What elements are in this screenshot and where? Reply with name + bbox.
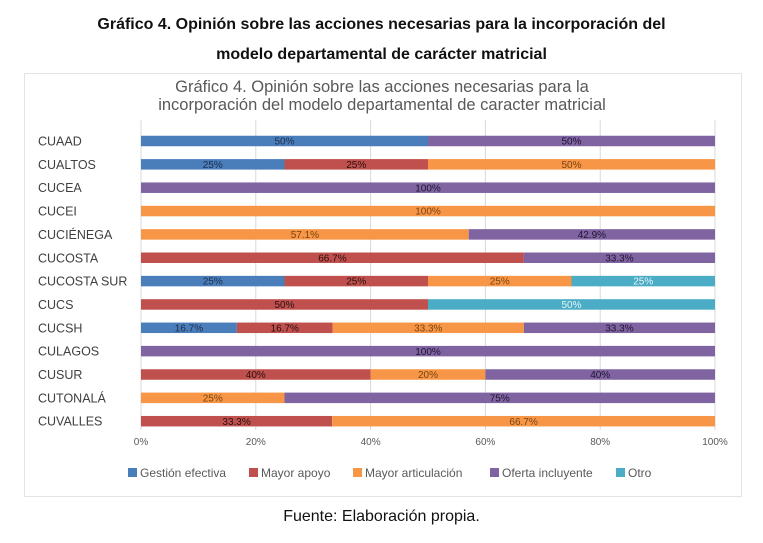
bar-segment	[284, 392, 715, 404]
x-tick-labels: 0% 20% 40% 60% 80% 100%	[134, 437, 728, 448]
data-label: 20%	[418, 370, 438, 381]
bar-segment	[141, 205, 715, 217]
data-label: 25%	[203, 277, 223, 288]
bar-segment	[428, 275, 572, 287]
bar-segment	[428, 299, 715, 310]
legend-label: Gestión efectiva	[140, 466, 226, 480]
bar-segment	[468, 229, 715, 240]
bar-segment	[370, 369, 486, 380]
category-labels: CUAAD CUALTOS CUCEA CUCEI CUCIÉNEGA CUCOSTA CU…	[38, 135, 127, 429]
legend-swatch	[353, 468, 362, 477]
data-label: 100%	[415, 207, 441, 218]
data-label: 66.7%	[509, 417, 537, 428]
chart-title-line-1: Gráfico 4. Opinión sobre las acciones ne…	[175, 78, 589, 96]
bar-segment	[141, 135, 428, 147]
category-label: CUCEI	[38, 205, 77, 219]
document-title: Gráfico 4. Opinión sobre las acciones ne…	[0, 10, 763, 70]
category-label: CUCSH	[38, 321, 82, 335]
legend-label: Mayor apoyo	[261, 466, 331, 480]
data-label: 25%	[346, 160, 366, 171]
data-label: 25%	[203, 160, 223, 171]
category-label: CUCEA	[38, 181, 82, 195]
bar-segment	[141, 252, 524, 263]
data-label: 57.1%	[291, 230, 319, 241]
bar-segment	[141, 299, 428, 310]
legend-swatch	[490, 468, 499, 477]
x-tick-label: 0%	[134, 437, 149, 448]
data-label: 100%	[415, 347, 441, 358]
data-label: 50%	[274, 300, 294, 311]
bar-segment	[332, 415, 715, 427]
category-label: CUCIÉNEGA	[38, 227, 113, 242]
category-label: CUCS	[38, 298, 73, 312]
x-tick-label: 80%	[590, 437, 610, 448]
data-label: 33.3%	[605, 323, 633, 334]
chart-frame: Gráfico 4. Opinión sobre las acciones ne…	[24, 73, 742, 497]
data-label: 25%	[490, 277, 510, 288]
bar-segment	[284, 275, 428, 287]
bar-segment	[141, 392, 285, 404]
source-note: Fuente: Elaboración propia.	[283, 508, 480, 525]
category-label: CULAGOS	[38, 345, 99, 359]
category-label: CUVALLES	[38, 415, 102, 429]
data-label: 25%	[203, 393, 223, 404]
category-label: CUAAD	[38, 135, 82, 149]
data-label: 50%	[561, 300, 581, 311]
legend-label: Otro	[628, 466, 652, 480]
data-label: 33.3%	[222, 417, 250, 428]
category-label: CUALTOS	[38, 158, 96, 172]
data-label: 66.7%	[318, 253, 346, 264]
bar-segment	[141, 182, 715, 193]
bar-segment	[428, 159, 715, 170]
document-title-line-2: modelo departamental de carácter matrici…	[216, 46, 547, 63]
stacked-bar-chart: Gráfico 4. Opinión sobre las acciones ne…	[38, 78, 728, 480]
bar-segment	[523, 252, 715, 263]
data-label: 50%	[561, 137, 581, 148]
legend-label: Oferta incluyente	[502, 466, 593, 480]
bar-segment	[141, 159, 285, 170]
data-label: 40%	[246, 370, 266, 381]
x-tick-label: 100%	[702, 437, 728, 448]
data-label: 50%	[274, 137, 294, 148]
x-tick-label: 20%	[246, 437, 266, 448]
category-label: CUCOSTA	[38, 251, 99, 265]
bar-segment	[523, 322, 715, 334]
legend-swatch	[616, 468, 625, 477]
bar-segment	[141, 345, 715, 357]
chart-title-line-2: incorporación del modelo departamental d…	[158, 96, 606, 114]
bar-segment	[141, 369, 371, 380]
bar-segment	[485, 369, 715, 380]
bar-segment	[284, 159, 428, 170]
category-label: CUCOSTA SUR	[38, 275, 127, 289]
data-label: 16.7%	[271, 323, 299, 334]
data-label: 33.3%	[414, 323, 442, 334]
bar-segment	[141, 229, 469, 240]
data-label: 100%	[415, 183, 441, 194]
bar-segment	[141, 415, 333, 427]
bars: 50% 50% 25% 25% 50% 100% 100% 57.1% 42.9% 66.7% 33…	[141, 135, 715, 428]
bar-segment	[571, 275, 715, 287]
legend-swatch	[128, 468, 137, 477]
bar-segment	[141, 322, 237, 334]
data-label: 75%	[490, 393, 510, 404]
legend-label: Mayor articulación	[365, 466, 462, 480]
document-title-line-1: Gráfico 4. Opinión sobre las acciones ne…	[97, 16, 666, 33]
category-label: CUSUR	[38, 368, 82, 382]
bar-segment	[332, 322, 524, 334]
data-label: 33.3%	[605, 253, 633, 264]
category-label: CUTONALÁ	[38, 390, 107, 405]
data-label: 40%	[590, 370, 610, 381]
x-tick-label: 40%	[361, 437, 381, 448]
bar-segment	[236, 322, 333, 334]
bar-segment	[428, 135, 715, 147]
data-label: 16.7%	[175, 323, 203, 334]
data-label: 42.9%	[578, 230, 606, 241]
data-label: 50%	[561, 160, 581, 171]
data-label: 25%	[633, 277, 653, 288]
legend: Gestión efectiva Mayor apoyo Mayor articul…	[128, 466, 652, 480]
x-tick-label: 60%	[475, 437, 495, 448]
legend-swatch	[249, 468, 258, 477]
data-label: 25%	[346, 277, 366, 288]
bar-segment	[141, 275, 285, 287]
